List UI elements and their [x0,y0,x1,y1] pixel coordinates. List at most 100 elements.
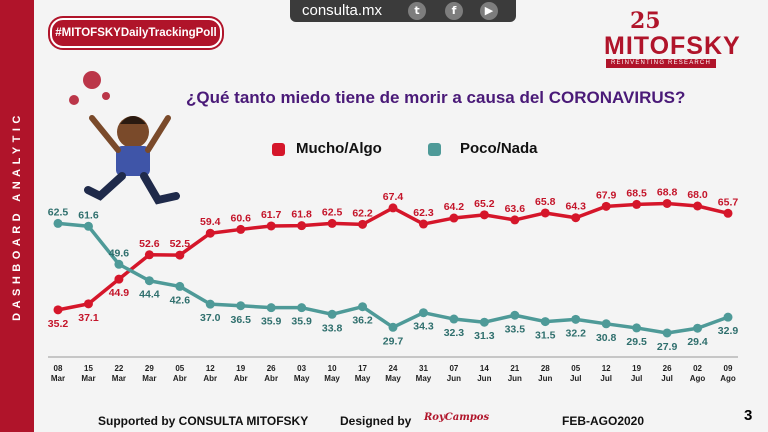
series-point-0 [632,199,642,209]
mitofsky-logo: 25 MITOFSKY REINVENTING RESEARCH [604,8,740,72]
series-point-0 [236,224,246,234]
x-tick-label: 19 Jul [631,364,643,383]
x-tick-label: 12 Jul [600,364,612,383]
legend-label-poco: Poco/Nada [460,140,538,157]
x-tick-label: 22 Mar [112,364,126,383]
data-label-0: 61.8 [291,209,312,221]
series-point-1 [175,281,185,291]
data-label-1: 35.9 [261,316,282,328]
series-point-0 [144,250,154,260]
series-point-1 [479,317,489,327]
series-point-1 [53,218,63,228]
data-label-0: 52.6 [139,238,160,250]
data-label-0: 67.9 [596,189,617,201]
series-point-0 [175,250,185,260]
series-point-1 [297,303,307,313]
data-label-1: 36.2 [352,315,373,327]
series-point-1 [114,259,124,269]
data-label-0: 52.5 [170,238,191,250]
series-point-1 [449,314,459,324]
facebook-icon[interactable]: f [445,2,463,20]
data-label-0: 65.2 [474,198,495,210]
designer-signature: RoyCampos [424,412,490,423]
data-label-1: 33.8 [322,322,343,334]
x-tick-label: 05 Jul [570,364,582,383]
data-label-0: 64.2 [444,201,465,213]
series-point-1 [571,314,581,324]
data-label-1: 32.2 [566,327,587,339]
series-point-0 [571,213,581,223]
series-point-0 [388,203,398,213]
data-label-0: 60.6 [231,212,252,224]
site-link[interactable]: consulta.mx [302,2,383,19]
data-label-1: 29.5 [626,336,647,348]
x-tick-label: 07 Jun [447,364,461,383]
series-point-0 [662,198,672,208]
x-tick-label: 12 Abr [203,364,217,383]
data-label-1: 36.5 [231,314,252,326]
series-point-1 [510,310,520,320]
data-label-0: 65.8 [535,196,556,208]
data-label-1: 42.6 [170,294,191,306]
series-point-1 [358,302,368,312]
legend-swatch-mucho [272,143,285,156]
series-point-1 [327,309,337,319]
virus-decoration [69,71,110,105]
scared-figure-illustration [84,115,180,205]
data-label-0: 44.9 [109,287,130,299]
youtube-icon[interactable]: ▶ [480,2,498,20]
series-point-0 [53,305,63,315]
header-bar: consulta.mx t f ▶ [290,0,516,22]
series-point-1 [418,308,428,318]
chart-title: ¿Qué tanto miedo tiene de morir a causa … [186,88,686,107]
series-point-0 [723,208,733,218]
twitter-icon[interactable]: t [408,2,426,20]
data-label-0: 35.2 [48,318,69,330]
series-point-1 [205,299,215,309]
series-point-1 [662,328,672,338]
series-point-1 [83,221,93,231]
series-point-0 [418,219,428,229]
data-label-0: 61.7 [261,209,282,221]
series-point-1 [632,323,642,333]
legend-label-mucho: Mucho/Algo [296,140,382,157]
x-tick-label: 28 Jun [538,364,552,383]
series-point-0 [693,201,703,211]
x-tick-label: 05 Abr [173,364,187,383]
x-tick-label: 17 May [355,364,371,383]
data-label-0: 68.8 [657,186,678,198]
x-tick-label: 26 Jul [661,364,673,383]
series-point-1 [693,323,703,333]
series-point-0 [266,221,276,231]
x-tick-label: 24 May [385,364,401,383]
data-label-0: 59.4 [200,216,221,228]
x-tick-label: 09 Ago [720,364,736,383]
series-point-1 [236,301,246,311]
data-label-1: 32.9 [718,325,739,337]
x-tick-label: 21 Jun [508,364,522,383]
data-label-1: 35.9 [291,316,312,328]
series-point-1 [144,276,154,286]
x-tick-label: 19 Abr [234,364,248,383]
x-tick-label: 14 Jun [477,364,491,383]
series-point-1 [266,303,276,313]
data-label-0: 37.1 [78,312,99,324]
data-label-1: 49.6 [109,247,130,259]
data-label-1: 31.3 [474,330,495,342]
data-label-1: 44.4 [139,289,160,301]
series-point-0 [205,228,215,238]
data-label-1: 61.6 [78,209,99,221]
hashtag-badge: #MITOFSKYDailyTrackingPoll [50,18,222,48]
data-label-1: 27.9 [657,341,678,353]
data-label-1: 31.5 [535,330,556,342]
data-label-0: 64.3 [566,201,587,213]
series-point-1 [388,322,398,332]
series-point-0 [83,299,93,309]
series-point-0 [479,210,489,220]
data-label-0: 65.7 [718,196,739,208]
data-label-0: 62.5 [322,206,343,218]
data-label-0: 63.6 [505,203,526,215]
period-label: FEB-AGO2020 [562,414,645,428]
data-label-0: 62.3 [413,207,434,219]
